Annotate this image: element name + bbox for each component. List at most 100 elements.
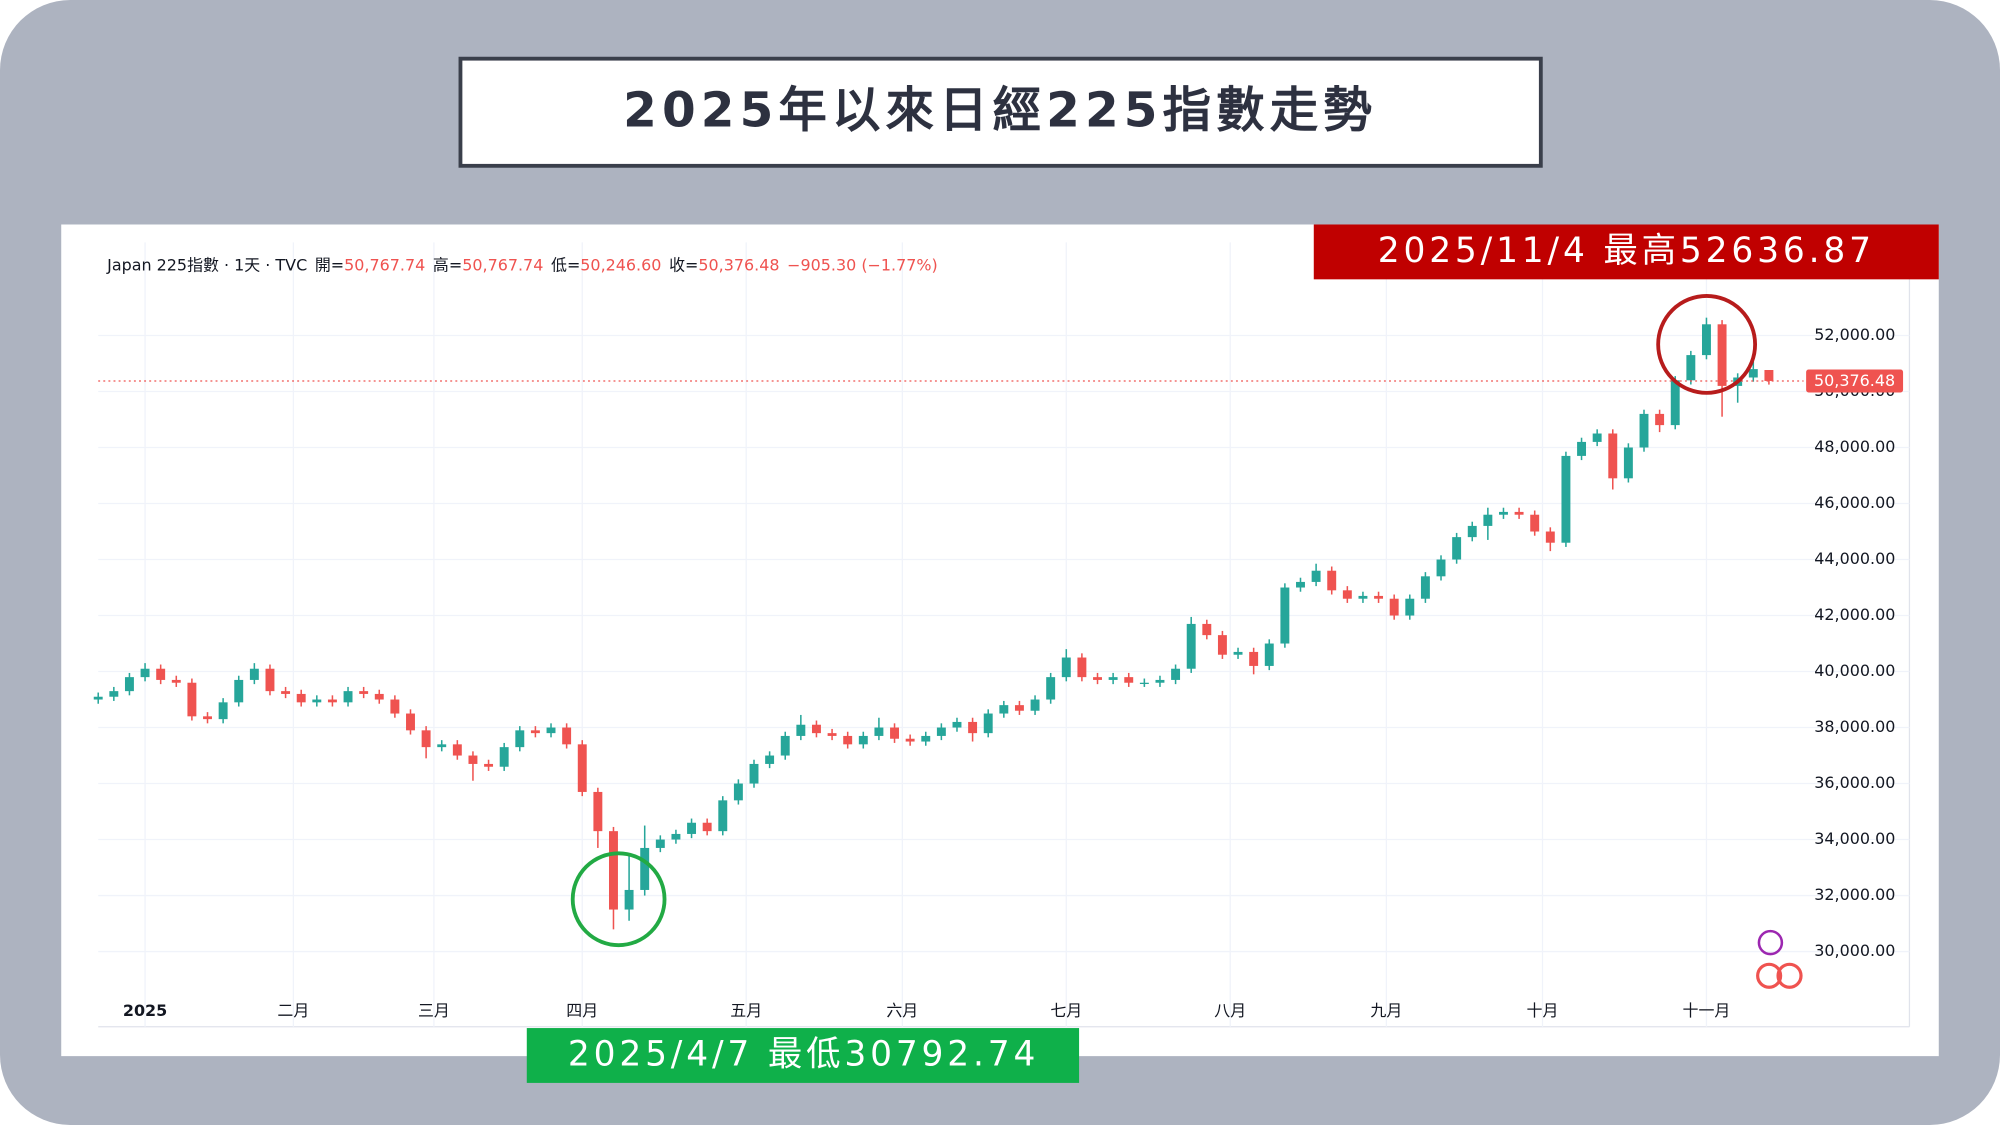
annotation-box	[1313, 224, 1939, 280]
candle-body	[1249, 651, 1259, 666]
candle-body	[733, 783, 743, 801]
candle-body	[577, 744, 587, 792]
candle-body	[124, 677, 134, 692]
candle-body	[484, 763, 494, 767]
candle-body	[1342, 590, 1352, 599]
candle-body	[1311, 570, 1321, 582]
candle-body	[827, 733, 837, 736]
candle-body	[1280, 587, 1290, 644]
y-tick-label: 40,000.00	[1814, 661, 1895, 680]
candle-body	[530, 730, 540, 734]
candle-body	[1717, 324, 1727, 386]
candle-body	[1561, 455, 1571, 543]
legend-text: 50,246.60	[580, 255, 661, 274]
candle-body	[515, 730, 525, 748]
x-tick-label: 二月	[277, 1001, 309, 1020]
candle-body	[1233, 651, 1243, 655]
candle-body	[312, 699, 322, 703]
candle-body	[968, 721, 978, 734]
annotation-text: 2025/4/7 最低30792.74	[568, 1035, 1039, 1075]
candle-body	[1420, 576, 1430, 599]
x-tick-label: 七月	[1050, 1001, 1082, 1020]
candle-body	[1764, 370, 1774, 381]
candle-body	[218, 702, 228, 720]
candle-body	[421, 730, 431, 748]
candle-body	[718, 800, 728, 832]
candle-body	[1483, 514, 1493, 526]
candle-body	[499, 747, 509, 767]
candle-body	[999, 705, 1009, 714]
candle-body	[936, 727, 946, 736]
candle-body	[390, 699, 400, 714]
legend-text: 50,767.74	[344, 255, 425, 274]
candle-body	[1155, 679, 1165, 683]
icon[interactable]	[1756, 962, 1783, 989]
candle-body	[187, 682, 197, 717]
candle-body	[1327, 570, 1337, 591]
x-tick-label: 十月	[1527, 1001, 1559, 1020]
legend-text: 收=	[669, 255, 698, 274]
candle-body	[1061, 657, 1071, 678]
annotation-text: 2025/11/4 最高52636.87	[1378, 231, 1875, 271]
candle-body	[609, 831, 618, 910]
candle-body	[655, 839, 665, 848]
y-tick-label: 48,000.00	[1814, 437, 1895, 456]
candle-body	[1452, 537, 1462, 560]
y-tick-label: 42,000.00	[1814, 605, 1895, 624]
candle-body	[546, 727, 556, 734]
candle-body	[281, 691, 291, 694]
candle-body	[1514, 511, 1524, 515]
overlay: 50,376.48 2025/11/4 最高52636.87 2025/4/7 最低…	[98, 224, 1939, 1083]
icon[interactable]	[1757, 929, 1784, 956]
candle-body	[796, 724, 806, 736]
y-tick-label: 44,000.00	[1814, 549, 1895, 568]
candle-body	[1389, 598, 1399, 616]
candle-body	[1608, 433, 1618, 479]
candle-body	[671, 833, 681, 840]
candle-body	[1124, 677, 1134, 683]
candle-body	[858, 735, 868, 745]
candle-body	[1748, 369, 1758, 378]
candle-body	[343, 691, 353, 703]
candle-body	[811, 724, 821, 734]
candle-body	[1686, 355, 1696, 381]
y-tick-label: 52,000.00	[1814, 325, 1895, 344]
candle-body	[905, 738, 915, 742]
title: 2025年以來日經225指數走勢	[623, 83, 1377, 139]
last-price-box	[1806, 369, 1904, 393]
candle-body	[983, 713, 993, 734]
candle-body	[1499, 511, 1508, 515]
candle-body	[109, 691, 119, 697]
x-tick-label: 十一月	[1683, 1001, 1731, 1020]
candle-body	[687, 822, 697, 834]
legend-text: 50,767.74	[462, 255, 543, 274]
y-tick-label: 46,000.00	[1814, 493, 1895, 512]
candle-body	[1202, 623, 1212, 636]
candle-body	[1701, 324, 1711, 356]
candle-body	[1171, 668, 1181, 680]
candle-body	[1014, 705, 1024, 711]
candle-body	[140, 668, 150, 678]
candle-body	[843, 735, 853, 745]
legend-text: 高=	[433, 255, 462, 274]
legend-text: 低=	[551, 255, 580, 274]
candle-body	[1530, 514, 1540, 532]
candle-body	[1577, 441, 1587, 456]
highlight-circle	[570, 851, 667, 948]
candle-body	[921, 735, 931, 742]
candle-body	[327, 699, 337, 703]
candle-body	[93, 696, 103, 700]
candle-body	[1139, 682, 1149, 685]
candle-body	[406, 713, 415, 731]
x-tick-label: 三月	[418, 1001, 450, 1020]
candle-body	[265, 668, 275, 692]
candle-body	[452, 744, 462, 756]
annotation-box	[526, 1028, 1080, 1083]
icon[interactable]	[1776, 962, 1803, 989]
candle-body	[1623, 447, 1633, 479]
candle-body	[702, 822, 712, 832]
x-tick-label: 八月	[1214, 1001, 1246, 1020]
candle-body	[296, 693, 306, 703]
